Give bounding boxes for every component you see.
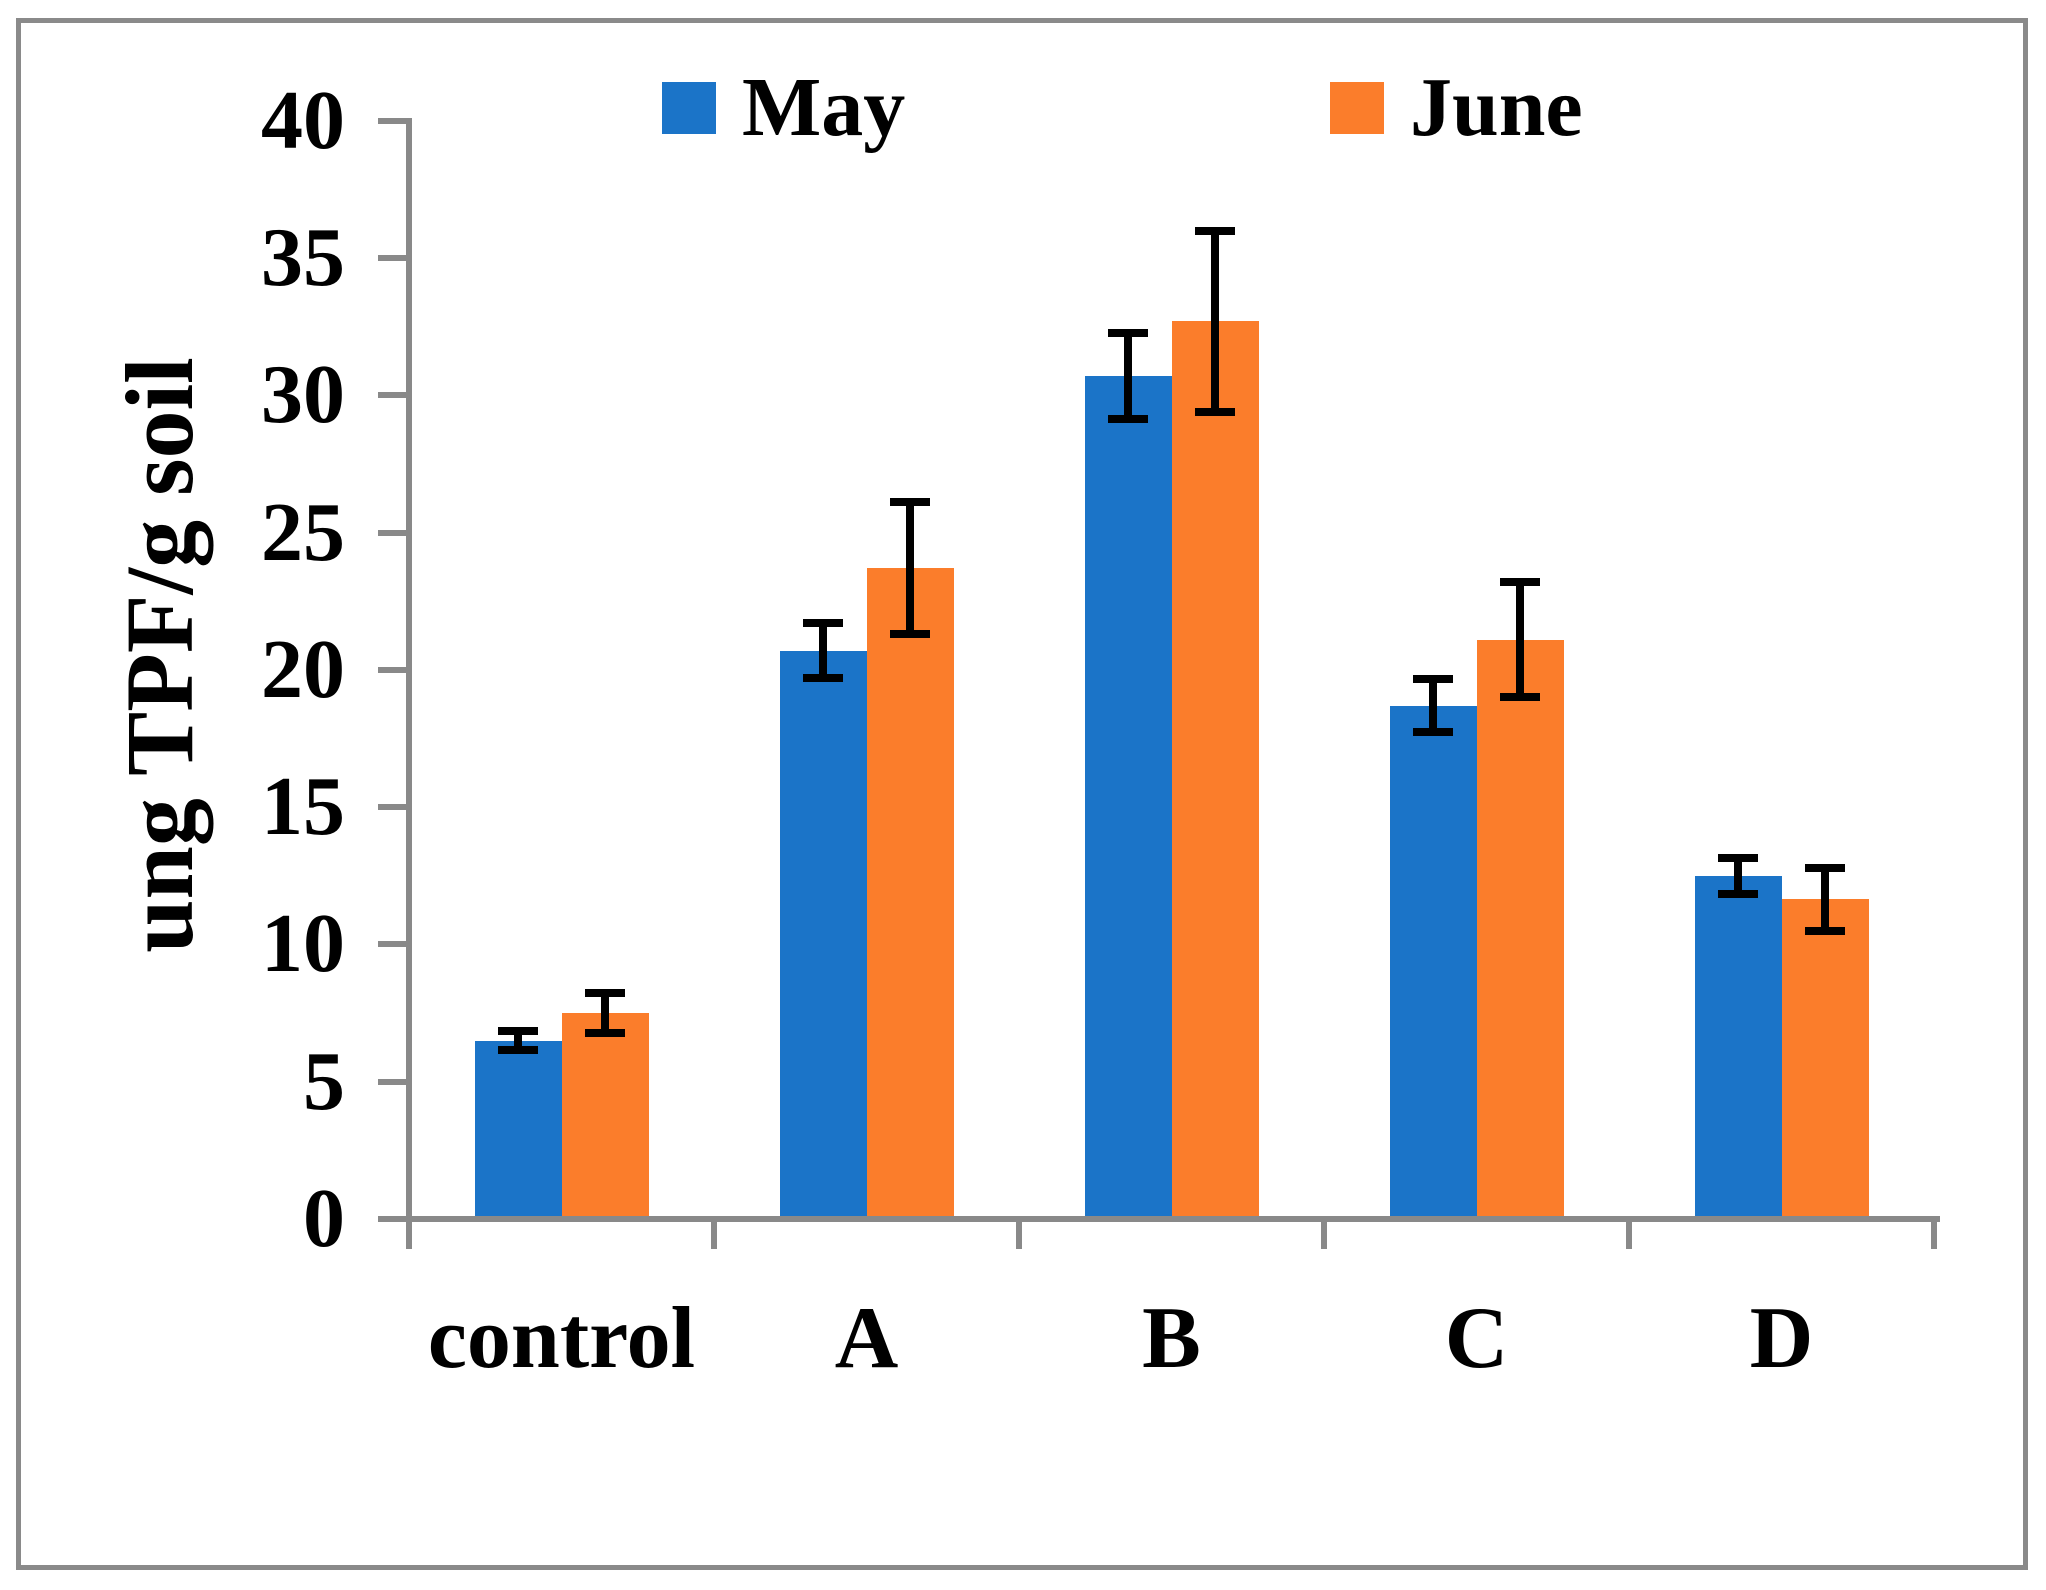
legend-item-may: May (662, 61, 906, 154)
error-bar-line (1821, 867, 1829, 931)
error-bar-line (819, 623, 827, 679)
legend-item-june: June (1330, 61, 1583, 154)
error-bar-line (601, 993, 609, 1033)
error-bar-cap-bottom (1413, 727, 1453, 736)
bar-may-b (1084, 376, 1172, 1219)
x-tick-2 (1016, 1219, 1022, 1249)
error-bar-cap-bottom (1805, 926, 1845, 935)
x-category-label-a: A (834, 1290, 899, 1387)
y-tick-label-10: 10 (261, 897, 345, 991)
error-bar-cap-bottom (1500, 693, 1540, 702)
y-tick-20 (378, 666, 409, 673)
bar-june-b (1171, 321, 1259, 1219)
error-bar-cap-top (585, 989, 625, 998)
error-bar-cap-bottom (890, 630, 930, 639)
x-category-label-b: B (1142, 1290, 1201, 1387)
y-tick-5 (378, 1078, 409, 1085)
bar-june-d (1781, 899, 1869, 1219)
y-tick-10 (378, 941, 409, 948)
error-bar-line (1734, 857, 1742, 894)
figure-border (16, 18, 2028, 1570)
error-bar-cap-top (1108, 329, 1148, 338)
error-bar-cap-top (1805, 863, 1845, 872)
legend-swatch-may-icon (662, 82, 716, 134)
error-bar-cap-top (1413, 675, 1453, 684)
y-tick-15 (378, 804, 409, 811)
y-tick-35 (378, 254, 409, 261)
y-tick-label-20: 20 (261, 622, 345, 716)
y-tick-label-15: 15 (261, 760, 345, 854)
y-tick-label-5: 5 (303, 1034, 345, 1128)
error-bar-cap-top (890, 498, 930, 507)
y-tick-label-25: 25 (261, 485, 345, 579)
error-bar-cap-bottom (1108, 414, 1148, 423)
y-tick-30 (378, 392, 409, 399)
x-tick-5 (1931, 1219, 1937, 1249)
error-bar-line (1211, 230, 1219, 412)
error-bar-cap-bottom (1195, 407, 1235, 416)
error-bar-line (1429, 679, 1437, 732)
bar-june-control (561, 1013, 649, 1219)
x-tick-0 (406, 1219, 412, 1249)
error-bar-cap-bottom (803, 674, 843, 683)
error-bar-cap-bottom (585, 1028, 625, 1037)
error-bar-cap-top (498, 1026, 538, 1035)
bar-june-c (1476, 639, 1564, 1219)
error-bar-cap-bottom (1718, 889, 1758, 898)
x-tick-1 (711, 1219, 717, 1249)
error-bar-line (1124, 333, 1132, 419)
legend-label-june: June (1410, 61, 1583, 154)
x-axis-line (406, 1216, 1940, 1222)
y-axis-line (406, 117, 412, 1222)
error-bar-cap-top (803, 619, 843, 628)
y-tick-label-30: 30 (261, 348, 345, 442)
error-bar-cap-top (1718, 853, 1758, 862)
bar-may-a (779, 650, 867, 1219)
x-tick-3 (1321, 1219, 1327, 1249)
x-category-label-d: D (1749, 1290, 1814, 1387)
y-tick-label-40: 40 (261, 73, 345, 167)
error-bar-line (1516, 581, 1524, 698)
y-tick-40 (378, 117, 409, 124)
x-category-label-c: C (1444, 1290, 1509, 1387)
bar-june-a (866, 568, 954, 1219)
error-bar-line (906, 502, 914, 635)
y-tick-25 (378, 529, 409, 536)
legend-label-may: May (742, 61, 906, 154)
error-bar-cap-top (1195, 226, 1235, 235)
error-bar-cap-top (1500, 577, 1540, 586)
x-category-label-control: control (427, 1290, 696, 1387)
error-bar-cap-bottom (498, 1046, 538, 1055)
y-tick-label-35: 35 (261, 210, 345, 304)
y-tick-label-0: 0 (303, 1172, 345, 1265)
error-bar-line (514, 1030, 522, 1051)
bar-may-control (474, 1040, 562, 1219)
y-tick-0 (378, 1216, 409, 1222)
bar-may-d (1694, 875, 1782, 1219)
legend-swatch-june-icon (1330, 82, 1384, 134)
bar-may-c (1389, 705, 1477, 1219)
x-tick-4 (1626, 1219, 1632, 1249)
